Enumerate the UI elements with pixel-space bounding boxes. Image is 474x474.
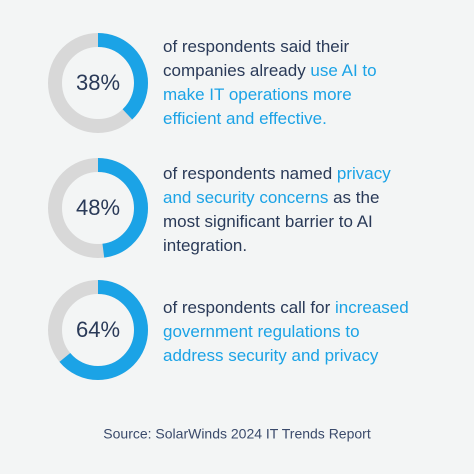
highlight: increased bbox=[335, 298, 409, 317]
text-segment: most significant barrier to AI bbox=[163, 212, 373, 231]
highlight: make IT operations more bbox=[163, 85, 352, 104]
stat-text: efficient and effective. bbox=[163, 109, 327, 128]
stat-text: most significant barrier to AI bbox=[163, 212, 373, 231]
stat-text: integration. bbox=[163, 236, 247, 255]
stat-text: of respondents call for increased bbox=[163, 298, 409, 317]
percent-label: 64% bbox=[76, 317, 120, 342]
highlight: and security concerns bbox=[163, 188, 328, 207]
highlight: use AI to bbox=[310, 61, 376, 80]
donut-arc bbox=[48, 33, 148, 133]
percent-label: 38% bbox=[76, 70, 120, 95]
source: Source: SolarWinds 2024 IT Trends Report bbox=[103, 426, 371, 442]
text-segment: of respondents said their bbox=[163, 37, 350, 56]
stat-text: of respondents said their bbox=[163, 37, 350, 56]
stat-text: companies already use AI to bbox=[163, 61, 377, 80]
text-segment: of respondents call for bbox=[163, 298, 335, 317]
donut-arc bbox=[48, 158, 148, 258]
text-segment: of respondents named bbox=[163, 164, 337, 183]
highlight: address security and privacy bbox=[163, 346, 379, 365]
stat-text: of respondents named privacy bbox=[163, 164, 391, 183]
stat-text: government regulations to bbox=[163, 322, 360, 341]
stat-text: make IT operations more bbox=[163, 85, 352, 104]
highlight: efficient and effective. bbox=[163, 109, 327, 128]
donut-arc bbox=[48, 280, 148, 380]
text-segment: as the bbox=[328, 188, 379, 207]
stat-text: and security concerns as the bbox=[163, 188, 379, 207]
text-segment: integration. bbox=[163, 236, 247, 255]
highlight: privacy bbox=[337, 164, 391, 183]
text-segment: companies already bbox=[163, 61, 310, 80]
percent-label: 48% bbox=[76, 195, 120, 220]
stat-text: address security and privacy bbox=[163, 346, 379, 365]
highlight: government regulations to bbox=[163, 322, 360, 341]
